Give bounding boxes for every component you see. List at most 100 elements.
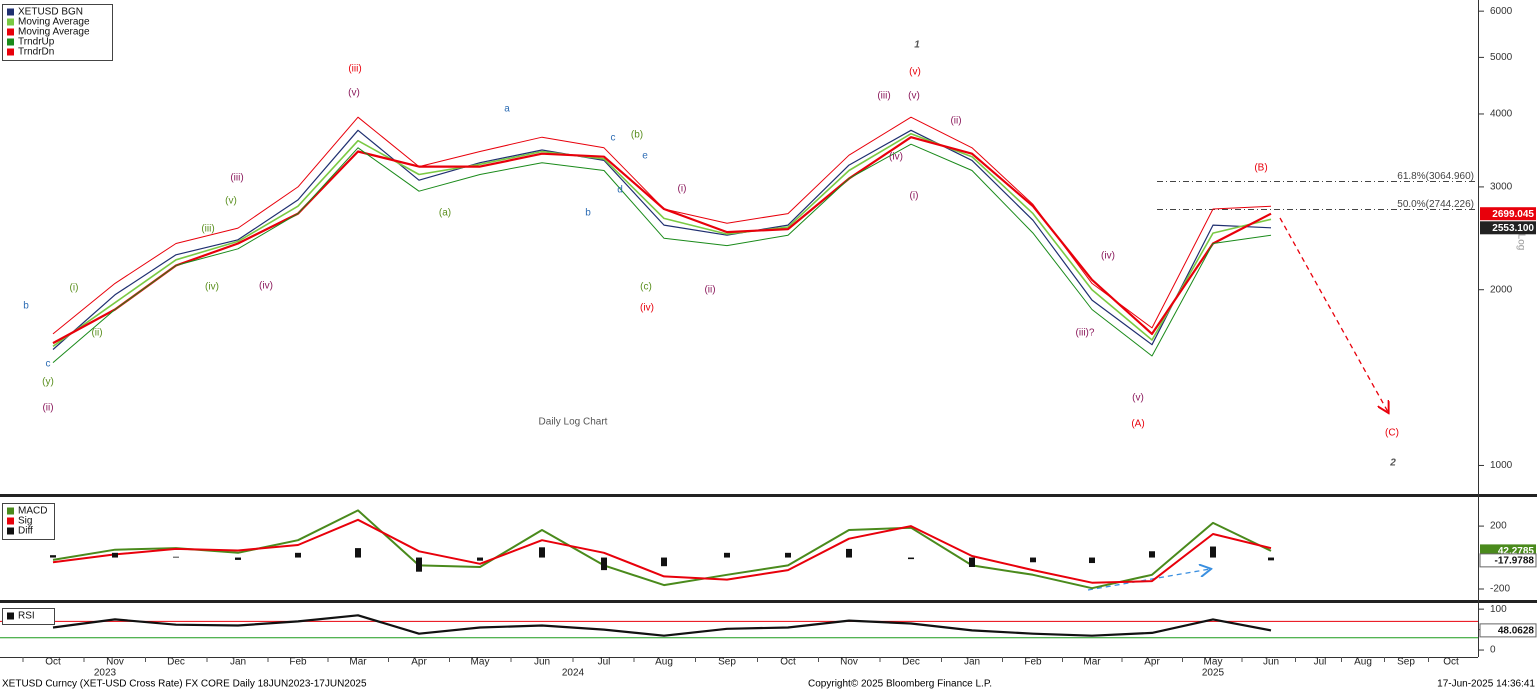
legend-swatch [7, 28, 14, 36]
x-tick-label: Mar [349, 657, 367, 668]
wave-label: e [642, 151, 648, 162]
wave-label: 1 [914, 40, 920, 51]
series-line [52, 518, 1272, 584]
legend-label: Moving Average [18, 17, 90, 28]
fib-label: 50.0%(2744.226) [1397, 199, 1474, 210]
wave-label: (b) [631, 130, 643, 141]
series-line [52, 129, 1272, 350]
wave-label: c [46, 359, 51, 370]
legend-swatch [7, 507, 14, 515]
x-tick-label: Aug [1354, 657, 1372, 668]
x-year-label: 2025 [1202, 668, 1225, 679]
legend-label: RSI [18, 611, 35, 622]
wave-label: (y) [42, 377, 54, 388]
diff-bar [477, 557, 483, 561]
wave-label: (iv) [640, 303, 654, 314]
diff-bar [173, 556, 179, 558]
wave-label: (iii)? [1076, 328, 1095, 339]
legend-swatch [7, 527, 14, 535]
x-year-label: 2023 [94, 668, 117, 679]
legend-swatch [7, 612, 14, 620]
wave-label: b [585, 208, 591, 219]
series-line [52, 116, 1272, 335]
diff-bar [50, 555, 56, 558]
legend-label: TrndrUp [18, 37, 55, 48]
wave-label: (B) [1254, 163, 1267, 174]
last-value-box [1479, 553, 1537, 568]
series-line [52, 132, 1272, 347]
y-tick-label: 2000 [1490, 284, 1513, 295]
wave-label: (i) [910, 191, 919, 202]
diff-bar [846, 548, 852, 558]
legend-label: MACD [18, 506, 47, 517]
diff-bar [1210, 546, 1216, 558]
x-tick-label: May [471, 657, 490, 668]
legend-swatch [7, 517, 14, 525]
x-tick-label: Mar [1083, 657, 1101, 668]
wave-label: (iv) [205, 282, 219, 293]
x-tick-label: Jun [1263, 657, 1279, 668]
diff-bar [295, 552, 301, 558]
wave-label: (v) [225, 196, 237, 207]
x-tick-label: Dec [902, 657, 920, 668]
wave-label: (ii) [91, 328, 102, 339]
x-tick-label: Dec [167, 657, 185, 668]
diff-bar [355, 548, 361, 558]
series-line [52, 143, 1272, 363]
diff-bar [235, 557, 241, 560]
footer-right: 17-Jun-2025 14:36:41 [1437, 679, 1535, 690]
diff-bar [416, 557, 422, 572]
wave-label: (ii) [704, 285, 715, 296]
x-tick-label: Sep [1397, 657, 1415, 668]
x-tick-label: Aug [655, 657, 673, 668]
footer-left: XETUSD Curncy (XET-USD Cross Rate) FX CO… [2, 679, 367, 690]
wave-label: (iv) [1101, 251, 1115, 262]
wave-label: (iii) [201, 224, 214, 235]
wave-label: (iii) [877, 91, 890, 102]
wave-label: (v) [909, 67, 921, 78]
last-value-label: 2699.045 [1492, 209, 1534, 220]
wave-label: Daily Log Chart [539, 417, 608, 428]
legend-label: XETUSD BGN [18, 7, 83, 18]
x-tick-label: Oct [1443, 657, 1459, 668]
legend-swatch [7, 48, 14, 56]
last-value-label: 2553.100 [1492, 223, 1534, 234]
last-value-box [1480, 207, 1536, 221]
diff-bar [1149, 551, 1155, 558]
legend-label: Sig [18, 516, 32, 527]
y-tick-label: 4000 [1490, 109, 1513, 120]
x-tick-label: Feb [289, 657, 307, 668]
wave-label: b [23, 301, 29, 312]
wave-label: (C) [1385, 428, 1399, 439]
legend-swatch [7, 8, 14, 16]
y-tick-label: 1000 [1490, 460, 1513, 471]
x-tick-label: Oct [45, 657, 61, 668]
legend-box [2, 4, 113, 61]
diff-bar [601, 557, 607, 571]
wave-label: (v) [1132, 393, 1144, 404]
x-year-label: 2024 [562, 668, 585, 679]
wave-label: (i) [70, 283, 79, 294]
legend-label: Diff [18, 526, 33, 537]
wave-label: (iii) [230, 173, 243, 184]
x-tick-label: Nov [106, 657, 124, 668]
wave-label: (a) [439, 208, 451, 219]
y-tick-label: 100 [1490, 604, 1507, 615]
y-tick-label: 0 [1490, 645, 1496, 656]
diff-bar [724, 552, 730, 558]
footer-center: Copyright© 2025 Bloomberg Finance L.P. [808, 679, 992, 690]
x-tick-label: Apr [1144, 657, 1160, 668]
wave-label: (ii) [950, 116, 961, 127]
x-tick-label: Feb [1024, 657, 1042, 668]
legend-swatch [7, 18, 14, 26]
diff-bar [1268, 557, 1274, 561]
y-tick-label: 3000 [1490, 182, 1513, 193]
wave-label: (v) [908, 91, 920, 102]
projection-arrow [1279, 217, 1388, 412]
y-axis-label: Log [1515, 234, 1526, 251]
wave-label: (iv) [889, 152, 903, 163]
y-tick-label: 5000 [1490, 52, 1513, 63]
wave-label: d [617, 185, 623, 196]
